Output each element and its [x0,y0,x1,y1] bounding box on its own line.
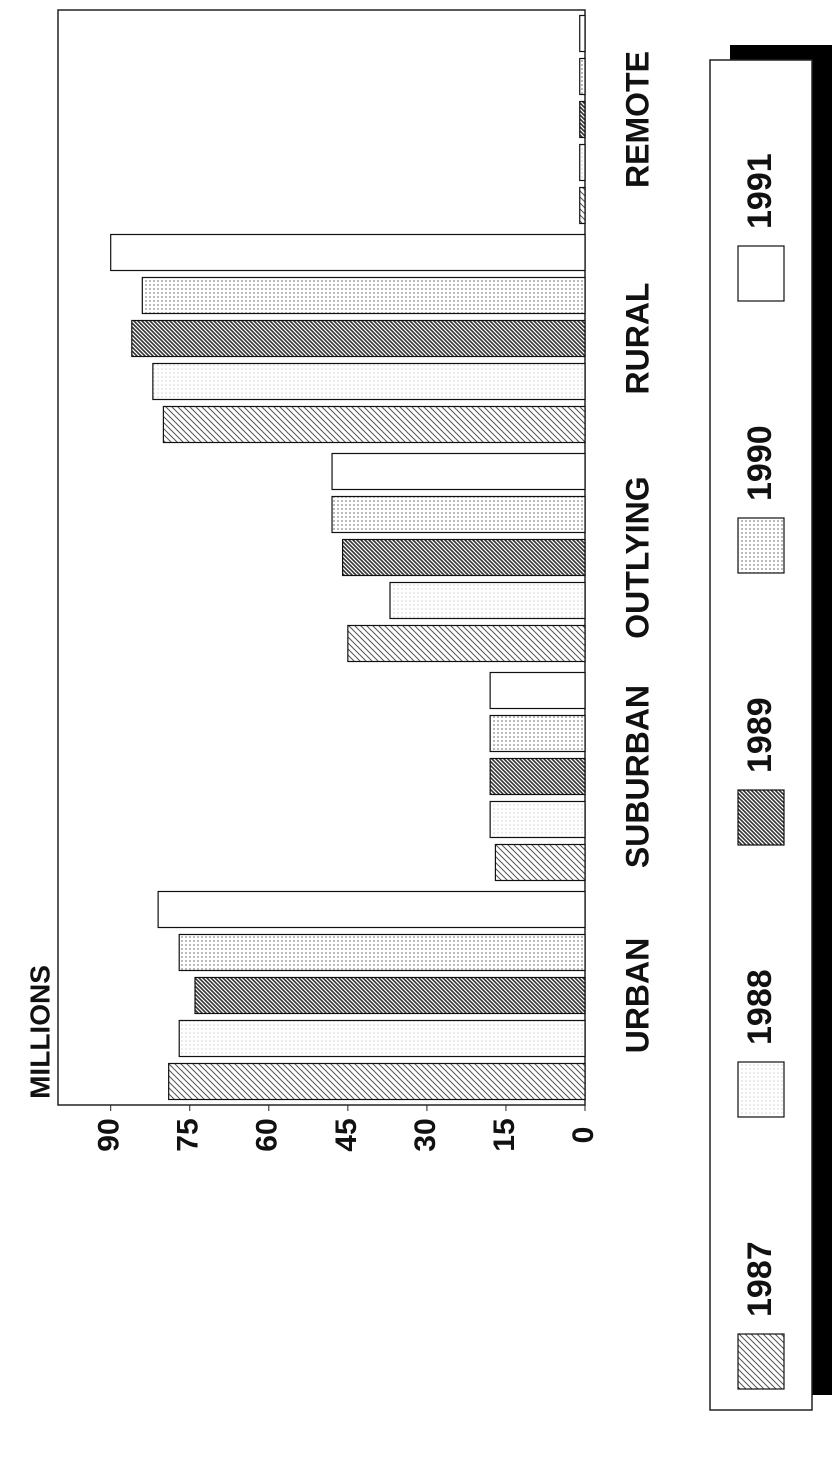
bar [341,538,586,577]
bar [579,143,586,182]
bar [168,1062,586,1101]
bar [579,14,586,53]
legend-label: 1987 [741,1241,779,1317]
legend-label: 1991 [741,153,779,229]
bar [162,405,586,444]
bar [489,714,586,753]
bar [494,843,586,882]
y-tick-label: 15 [488,1118,521,1151]
rotated-chart: MILLIONS 0 15 30 45 60 75 90 URBAN SUBURBAN OUTLY… [24,9,832,1411]
y-tick-label: 30 [409,1118,442,1151]
legend-swatch [737,245,785,302]
bar [110,233,586,272]
x-tick-label: RURAL [619,283,655,395]
bar [579,186,586,225]
legend-swatch [737,1061,785,1118]
legend-swatch [737,517,785,574]
bar [489,800,586,839]
y-tick-label: 90 [93,1118,126,1151]
bar [579,57,586,96]
bar [579,100,586,139]
legend-label: 1990 [741,425,779,501]
y-tick-label: 60 [251,1118,284,1151]
bar [331,495,586,534]
y-axis-label: MILLIONS [24,965,55,1099]
bar [157,890,586,929]
bar [489,757,586,796]
legend-swatch [737,1333,785,1390]
bar [152,362,586,401]
bar [347,624,586,663]
legend-swatch [737,789,785,846]
x-tick-label: SUBURBAN [619,685,655,868]
legend-label: 1989 [741,697,779,773]
bar [489,671,586,710]
bar [194,976,586,1015]
bar [178,933,586,972]
bar [178,1019,586,1058]
bar [131,319,586,358]
bar [331,452,586,491]
y-tick-label: 0 [567,1127,600,1144]
legend-box [709,59,813,1411]
bar [389,581,586,620]
x-tick-label: OUTLYING [619,476,655,638]
legend-label: 1988 [741,969,779,1045]
x-tick-label: URBAN [619,938,655,1054]
y-tick-label: 75 [172,1118,205,1151]
y-tick-label: 45 [330,1118,363,1151]
x-tick-label: REMOTE [619,51,655,188]
bar [141,276,586,315]
